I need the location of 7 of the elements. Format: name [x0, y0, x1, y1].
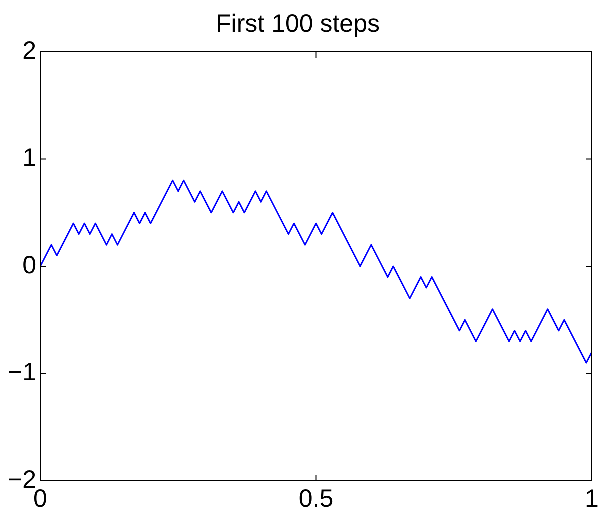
- x-tick-label: 1: [585, 484, 599, 513]
- y-tick-label: −1: [8, 358, 37, 387]
- y-tick-label: 2: [22, 36, 37, 65]
- chart-title: First 100 steps: [216, 10, 380, 38]
- y-tick-label: 0: [22, 251, 37, 280]
- y-tick-label: 1: [22, 144, 37, 172]
- x-tick-label: 0.5: [298, 484, 334, 513]
